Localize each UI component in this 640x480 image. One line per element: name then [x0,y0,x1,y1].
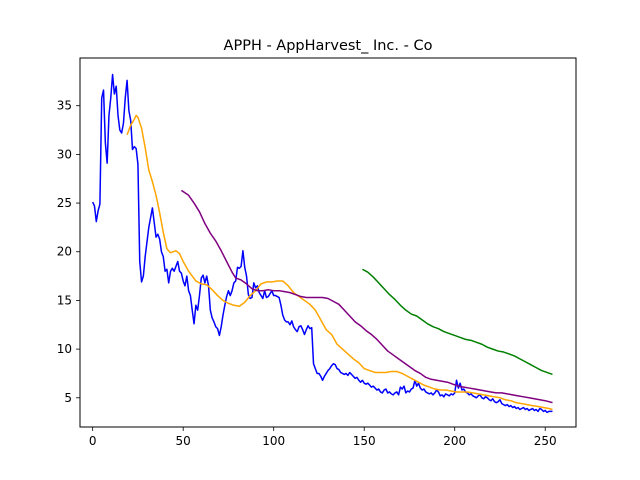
series-layer [91,73,553,414]
y-axis: 5 10 15 20 25 30 35 [57,99,80,405]
y-tick-label: 25 [57,196,72,210]
y-tick-label: 30 [57,147,72,161]
y-tick-label: 20 [57,245,72,259]
x-tick-label: 100 [262,434,285,448]
series-line-3 [180,189,553,404]
series-line-2 [126,114,553,411]
y-tick-label: 15 [57,293,72,307]
x-tick-label: 0 [89,434,97,448]
chart-title: APPH - AppHarvest_ Inc. - Co [224,38,433,54]
x-tick-label: 200 [443,434,466,448]
x-tick-label: 250 [534,434,557,448]
y-tick-label: 10 [57,342,72,356]
x-axis: 0 50 100 150 200 250 [89,427,557,448]
x-tick-label: 50 [176,434,191,448]
x-tick-label: 150 [353,434,376,448]
series-line-4 [362,268,553,376]
series-line-1 [91,73,553,414]
y-tick-label: 35 [57,99,72,113]
y-tick-label: 5 [64,391,72,405]
plot-frame [79,57,577,428]
